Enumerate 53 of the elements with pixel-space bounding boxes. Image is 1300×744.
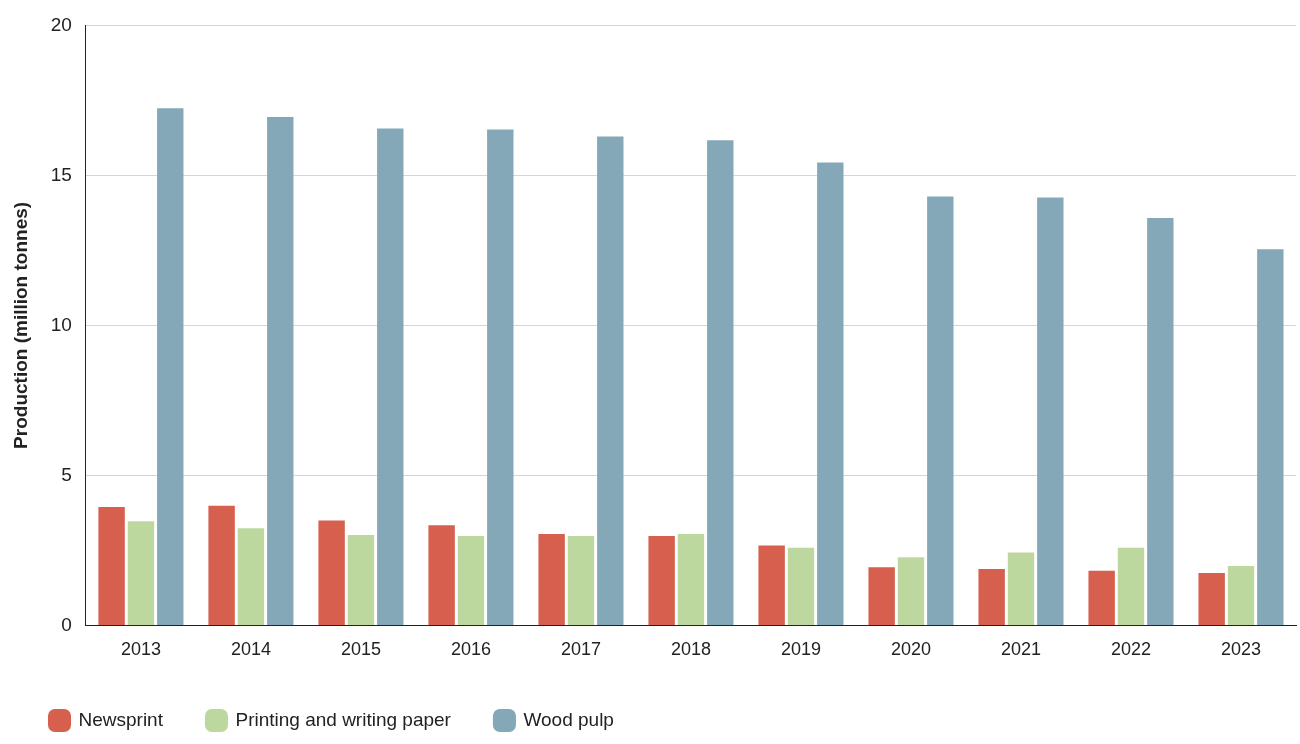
- y-tick-label: 0: [61, 613, 72, 635]
- bar: [897, 557, 925, 625]
- x-tick-label: 2013: [120, 639, 161, 660]
- bar: [597, 136, 624, 625]
- x-tick-label: 2015: [340, 639, 381, 660]
- legend-label: Printing and writing paper: [235, 708, 452, 730]
- x-tick-label: 2017: [560, 639, 601, 660]
- bar: [1117, 547, 1145, 625]
- bar: [567, 536, 595, 625]
- bar: [1227, 566, 1255, 625]
- bar: [707, 140, 734, 625]
- bar: [487, 129, 514, 625]
- y-tick-label: 5: [61, 463, 72, 485]
- bar: [677, 533, 705, 625]
- bar: [127, 521, 155, 625]
- bar: [377, 128, 404, 625]
- legend-label: Newsprint: [78, 708, 164, 730]
- bar: [157, 108, 184, 625]
- y-tick-label: 10: [50, 313, 72, 335]
- x-tick-label: 2021: [1000, 639, 1042, 660]
- bar: [1147, 218, 1174, 625]
- bar: [758, 545, 785, 625]
- bar: [347, 535, 375, 625]
- bar: [817, 162, 844, 625]
- bar: [1088, 570, 1115, 625]
- bar: [237, 528, 265, 625]
- x-tick-label: 2022: [1110, 639, 1152, 660]
- bar: [787, 547, 815, 625]
- bar: [267, 116, 294, 625]
- y-tick-label: 20: [50, 13, 72, 35]
- x-tick-label: 2016: [450, 639, 491, 660]
- bar: [927, 196, 954, 625]
- x-tick-label: 2020: [890, 639, 931, 660]
- bar: [208, 505, 235, 625]
- bar: [1257, 249, 1284, 625]
- legend-label: Wood pulp: [523, 708, 614, 730]
- x-tick-label: 2019: [780, 639, 821, 660]
- bar: [538, 533, 565, 625]
- y-tick-label: 15: [50, 163, 72, 185]
- x-tick-label: 2018: [670, 639, 711, 660]
- bar: [457, 536, 485, 625]
- bar: [978, 569, 1005, 625]
- bar: [1037, 197, 1064, 625]
- bar: [318, 520, 345, 625]
- x-tick-label: 2023: [1220, 639, 1262, 660]
- bar: [428, 525, 455, 625]
- bar: [98, 506, 125, 625]
- bar: [1198, 572, 1225, 625]
- bar: [648, 536, 675, 625]
- y-axis-title: Production (million tonnes): [9, 201, 31, 449]
- x-tick-label: 2014: [230, 639, 271, 660]
- bar: [1007, 552, 1035, 625]
- bar: [868, 567, 895, 625]
